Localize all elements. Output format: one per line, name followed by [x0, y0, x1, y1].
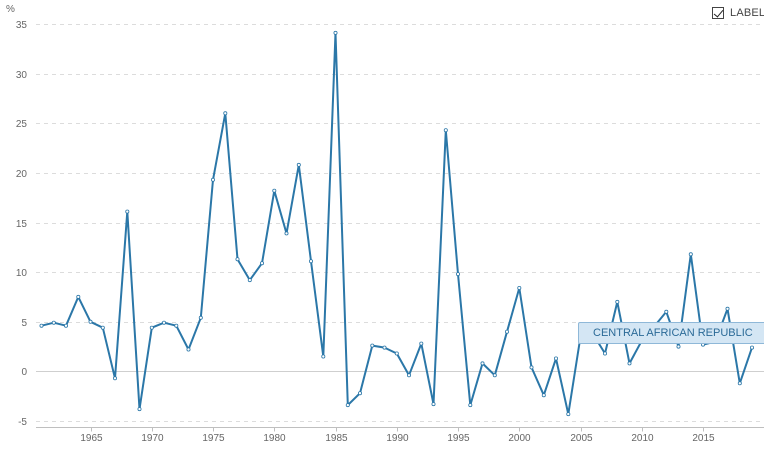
data-point-1987[interactable]: [357, 391, 362, 396]
x-tick-label-0: 1965: [80, 433, 103, 444]
label-toggle-text: LABEL: [730, 7, 764, 19]
data-point-2003[interactable]: [554, 356, 559, 361]
data-point-1995[interactable]: [455, 272, 460, 277]
data-point-2013[interactable]: [676, 344, 681, 349]
data-point-2018[interactable]: [737, 381, 742, 386]
data-point-1962[interactable]: [51, 320, 56, 325]
data-point-1964[interactable]: [76, 294, 81, 299]
data-point-2007[interactable]: [603, 351, 608, 356]
data-point-1961[interactable]: [39, 323, 44, 328]
x-tick-label-9: 2010: [631, 433, 654, 444]
y-tick-label-8: 35: [16, 20, 28, 31]
data-point-1968[interactable]: [125, 209, 130, 214]
data-point-1992[interactable]: [419, 341, 424, 346]
data-point-1982[interactable]: [296, 162, 301, 167]
data-point-1970[interactable]: [149, 325, 154, 330]
x-tick-label-10: 2015: [692, 433, 715, 444]
y-tick-label-3: 10: [16, 268, 28, 279]
data-point-1984[interactable]: [321, 354, 326, 359]
checkbox-checked-icon[interactable]: [712, 7, 724, 19]
data-point-1988[interactable]: [370, 343, 375, 348]
data-point-1997[interactable]: [480, 361, 485, 366]
data-point-1972[interactable]: [174, 323, 179, 328]
series-name-tag: CENTRAL AFRICAN REPUBLIC: [578, 322, 764, 344]
y-tick-label-7: 30: [16, 70, 28, 81]
data-point-1993[interactable]: [431, 402, 436, 407]
data-point-1980[interactable]: [272, 188, 277, 193]
label-toggle[interactable]: LABEL: [712, 7, 764, 19]
data-point-1966[interactable]: [100, 325, 105, 330]
data-point-1977[interactable]: [235, 257, 240, 262]
data-point-1989[interactable]: [382, 345, 387, 350]
gridlines: [36, 24, 764, 422]
data-point-2008[interactable]: [615, 299, 620, 304]
y-axis-tick-labels: -5 0 5 10 15 20 25 30 35: [16, 20, 28, 428]
data-point-2012[interactable]: [664, 309, 669, 314]
data-point-1976[interactable]: [223, 111, 228, 116]
data-point-1978[interactable]: [247, 278, 252, 283]
data-point-1971[interactable]: [161, 320, 166, 325]
x-tick-label-1: 1970: [141, 433, 164, 444]
x-tick-label-4: 1985: [325, 433, 348, 444]
data-point-1963[interactable]: [64, 323, 69, 328]
data-point-2017[interactable]: [725, 306, 730, 311]
data-point-2002[interactable]: [541, 393, 546, 398]
data-point-1996[interactable]: [468, 403, 473, 408]
y-tick-label-5: 20: [16, 169, 28, 180]
y-tick-label-6: 25: [16, 119, 28, 130]
data-point-1983[interactable]: [308, 259, 313, 264]
data-point-1973[interactable]: [186, 347, 191, 352]
series-central-african-republic: [39, 30, 755, 417]
data-point-2014[interactable]: [688, 252, 693, 257]
y-tick-label-4: 15: [16, 219, 28, 230]
data-point-2004[interactable]: [566, 412, 571, 417]
y-tick-label-0: -5: [18, 417, 27, 428]
x-tick-label-6: 1995: [447, 433, 470, 444]
data-point-1986[interactable]: [345, 403, 350, 408]
y-tick-label-2: 5: [21, 318, 27, 329]
data-point-1969[interactable]: [137, 407, 142, 412]
data-point-1981[interactable]: [284, 231, 289, 236]
x-tick-label-7: 2000: [508, 433, 531, 444]
data-point-2019[interactable]: [750, 345, 755, 350]
data-point-1991[interactable]: [406, 373, 411, 378]
y-tick-label-1: 0: [21, 367, 27, 378]
x-tick-label-8: 2005: [570, 433, 593, 444]
data-point-1985[interactable]: [333, 30, 338, 35]
x-axis: 1965 1970 1975 1980 1985 1990 1995 2000 2005 2010…: [36, 427, 764, 444]
data-point-1979[interactable]: [259, 261, 264, 266]
data-point-1994[interactable]: [443, 128, 448, 133]
data-point-1998[interactable]: [492, 373, 497, 378]
x-tick-label-5: 1990: [386, 433, 409, 444]
data-point-1999[interactable]: [504, 329, 509, 334]
data-point-1975[interactable]: [210, 177, 215, 182]
data-point-1967[interactable]: [113, 376, 118, 381]
data-point-2000[interactable]: [517, 285, 522, 290]
data-point-1974[interactable]: [198, 315, 203, 320]
x-tick-label-3: 1980: [263, 433, 286, 444]
data-point-1990[interactable]: [394, 351, 399, 356]
data-point-2009[interactable]: [627, 361, 632, 366]
data-point-2001[interactable]: [529, 365, 534, 370]
y-axis-unit-label: %: [6, 4, 15, 15]
x-tick-label-2: 1975: [202, 433, 225, 444]
data-point-1965[interactable]: [88, 319, 93, 324]
